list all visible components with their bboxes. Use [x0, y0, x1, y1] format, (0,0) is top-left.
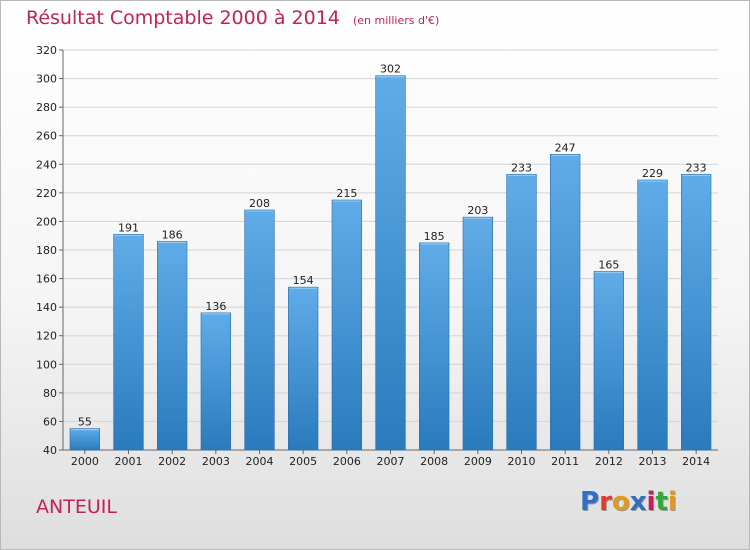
chart-subtitle: (en milliers d'€) — [352, 14, 440, 27]
x-tick-label-2013: 2013 — [639, 455, 667, 468]
logo-letter: i — [667, 487, 677, 517]
bar-2004 — [244, 209, 275, 451]
y-tick-label: 40 — [43, 444, 57, 457]
bar-2011 — [550, 153, 581, 451]
value-label-2008: 185 — [424, 230, 445, 243]
bar-2014 — [681, 173, 712, 451]
x-tick-label-2009: 2009 — [464, 455, 492, 468]
value-label-2000: 55 — [78, 416, 92, 429]
bar-2006 — [331, 199, 362, 451]
x-tick-label-2000: 2000 — [71, 455, 99, 468]
y-tick-label: 280 — [36, 101, 57, 114]
value-label-2005: 154 — [293, 274, 314, 287]
x-tick-label-2014: 2014 — [682, 455, 710, 468]
x-tick-label-2008: 2008 — [420, 455, 448, 468]
y-tick-label: 100 — [36, 358, 57, 371]
value-label-2012: 165 — [598, 258, 619, 271]
bar-2008 — [419, 242, 450, 451]
bar-2005 — [288, 286, 319, 451]
y-tick-label: 240 — [36, 158, 57, 171]
logo-letter: r — [599, 487, 612, 517]
x-tick-label-2011: 2011 — [551, 455, 579, 468]
value-label-2003: 136 — [205, 300, 226, 313]
value-label-2004: 208 — [249, 197, 270, 210]
y-tick-label: 120 — [36, 330, 57, 343]
value-label-2010: 233 — [511, 161, 532, 174]
x-tick-label-2001: 2001 — [115, 455, 143, 468]
bar-2007 — [375, 75, 406, 451]
bar-2002 — [157, 241, 188, 451]
bar-2009 — [462, 216, 493, 451]
logo-letter: P — [580, 487, 600, 517]
y-tick-label: 180 — [36, 244, 57, 257]
bars — [69, 75, 712, 451]
value-label-2011: 247 — [555, 141, 576, 154]
x-tick-label-2005: 2005 — [289, 455, 317, 468]
x-tick-label-2007: 2007 — [377, 455, 405, 468]
x-tick-label-2006: 2006 — [333, 455, 361, 468]
y-tick-label: 260 — [36, 130, 57, 143]
x-tick-label-2002: 2002 — [158, 455, 186, 468]
logo-letter: x — [629, 487, 647, 517]
value-label-2013: 229 — [642, 167, 663, 180]
logo-letter: i — [646, 487, 656, 517]
x-tick-label-2003: 2003 — [202, 455, 230, 468]
labels: 40 60 80 100 120 140 160 180 200 220 240 260 280 300 3… — [36, 44, 710, 468]
bar-2010 — [506, 173, 537, 451]
value-label-2006: 215 — [336, 187, 357, 200]
logo-letter: t — [655, 487, 668, 517]
bar-2012 — [593, 271, 624, 451]
y-tick-label: 300 — [36, 73, 57, 86]
logo-letter: o — [611, 487, 630, 517]
y-tick-label: 60 — [43, 415, 57, 428]
bar-2000 — [69, 428, 100, 451]
proxiti-logo: Proxiti — [580, 487, 677, 517]
x-tick-label-2010: 2010 — [508, 455, 536, 468]
y-tick-label: 140 — [36, 301, 57, 314]
y-tick-label: 160 — [36, 273, 57, 286]
y-tick-label: 80 — [43, 387, 57, 400]
value-label-2014: 233 — [686, 161, 707, 174]
value-label-2002: 186 — [162, 228, 183, 241]
value-label-2007: 302 — [380, 63, 401, 76]
chart-title: Résultat Comptable 2000 à 2014 — [26, 7, 340, 29]
y-tick-label: 220 — [36, 187, 57, 200]
y-tick-label: 200 — [36, 215, 57, 228]
y-tick-label: 320 — [36, 44, 57, 57]
x-tick-label-2004: 2004 — [246, 455, 274, 468]
commune-name: ANTEUIL — [36, 496, 117, 518]
bar-2003 — [200, 312, 231, 451]
x-tick-label-2012: 2012 — [595, 455, 623, 468]
value-label-2001: 191 — [118, 221, 139, 234]
value-label-2009: 203 — [467, 204, 488, 217]
chart-title-block: Résultat Comptable 2000 à 2014 (en milli… — [26, 7, 439, 29]
bar-2001 — [113, 233, 144, 451]
bar-2013 — [637, 179, 668, 451]
